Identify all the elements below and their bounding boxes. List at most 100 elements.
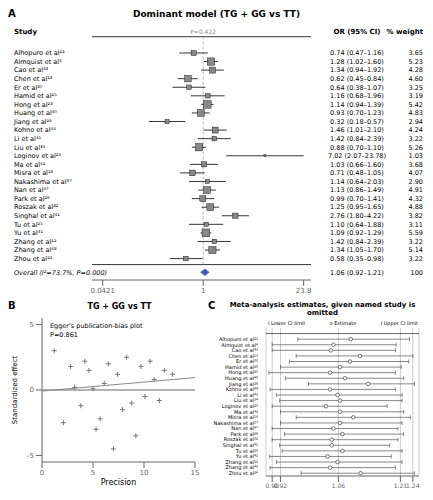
svg-text:5.42: 5.42 — [409, 101, 423, 109]
svg-text:1.16 (0.68–1.96): 1.16 (0.68–1.96) — [330, 92, 384, 100]
svg-text:3.22: 3.22 — [409, 238, 423, 246]
svg-text:4.91: 4.91 — [409, 186, 423, 194]
svg-text:1.25 (0.95–1.65): 1.25 (0.95–1.65) — [330, 203, 384, 211]
svg-text:0.74 (0.47–1.16): 0.74 (0.47–1.16) — [330, 49, 384, 57]
svg-text:Misra et al¹⁸: Misra et al¹⁸ — [14, 169, 54, 177]
svg-text:1: 1 — [201, 287, 205, 295]
svg-text:4.07: 4.07 — [409, 169, 423, 177]
svg-text:1.06 (0.92–1.21): 1.06 (0.92–1.21) — [330, 269, 384, 277]
svg-text:-5: -5 — [27, 452, 34, 460]
svg-text:OR (95% CI): OR (95% CI) — [333, 28, 380, 36]
svg-text:5.26: 5.26 — [409, 144, 423, 152]
svg-text:Ma et al⁴²: Ma et al⁴² — [14, 161, 46, 169]
svg-text:Liu et al³⁴: Liu et al³⁴ — [14, 144, 46, 152]
svg-text:1.09 (0.92–1.29): 1.09 (0.92–1.29) — [330, 229, 384, 237]
svg-text:Study: Study — [14, 28, 37, 36]
svg-text:7.02 (2.07–23.78): 7.02 (2.07–23.78) — [328, 152, 386, 160]
svg-text:1.28 (1.02–1.60): 1.28 (1.02–1.60) — [330, 58, 384, 66]
svg-text:0.58 (0.35–0.98): 0.58 (0.35–0.98) — [330, 255, 384, 263]
svg-text:Zhou et al²⁴: Zhou et al²⁴ — [229, 470, 259, 476]
svg-text:23.8: 23.8 — [296, 287, 312, 295]
svg-text:0.93 (0.70–1.23): 0.93 (0.70–1.23) — [330, 109, 384, 117]
svg-text:Zhang et al⁴⁸: Zhang et al⁴⁸ — [14, 246, 57, 254]
svg-text:100: 100 — [411, 269, 423, 277]
svg-text:1.34 (0.94–1.92): 1.34 (0.94–1.92) — [330, 66, 384, 74]
html-text:Dominant model (TG + GG vs TT): Dominant model (TG + GG vs TT) — [133, 9, 300, 19]
svg-text:Tu et al²⁵: Tu et al²⁵ — [13, 221, 43, 229]
svg-text:1.42 (0.84–2.39): 1.42 (0.84–2.39) — [330, 238, 384, 246]
svg-text:% weight: % weight — [387, 28, 424, 36]
svg-text:Kohno et al⁴⁴: Kohno et al⁴⁴ — [14, 126, 56, 134]
svg-text:0.64 (0.38–1.07): 0.64 (0.38–1.07) — [330, 84, 384, 92]
svg-text:2.94: 2.94 — [409, 118, 423, 126]
svg-text:0.92: 0.92 — [274, 482, 288, 489]
svg-text:5: 5 — [91, 469, 95, 477]
svg-text:Zhou et al²⁴: Zhou et al²⁴ — [14, 255, 53, 263]
svg-text:3.22: 3.22 — [409, 135, 423, 143]
svg-text:Jiang et al²⁶: Jiang et al²⁶ — [13, 118, 52, 126]
svg-text:1.34 (1.05–1.70): 1.34 (1.05–1.70) — [330, 246, 384, 254]
svg-text:3.11: 3.11 — [409, 221, 423, 229]
svg-text:3.65: 3.65 — [409, 49, 423, 57]
svg-text:1.06: 1.06 — [332, 482, 346, 489]
svg-text:Yu et al⁴¹: Yu et al⁴¹ — [13, 229, 43, 237]
svg-text:1.03: 1.03 — [409, 152, 423, 160]
svg-text:Li et al⁴⁵: Li et al⁴⁵ — [14, 135, 42, 143]
svg-text:Hong et al²³: Hong et al²³ — [14, 101, 53, 109]
svg-text:Huang et al⁴⁰: Huang et al⁴⁰ — [14, 109, 57, 117]
svg-text:Overall (I²=73.7%, P=0.000): Overall (I²=73.7%, P=0.000) — [14, 269, 107, 277]
svg-text:0.0421: 0.0421 — [90, 287, 115, 295]
svg-text:1.42 (0.84–2.39): 1.42 (0.84–2.39) — [330, 135, 384, 143]
svg-text:Standardized effect: Standardized effect — [11, 356, 19, 425]
svg-text:4.32: 4.32 — [409, 195, 423, 203]
svg-text:Zhang et al¹²: Zhang et al¹² — [14, 238, 57, 246]
svg-text:5: 5 — [30, 321, 34, 329]
svg-text:3.82: 3.82 — [409, 212, 423, 220]
svg-text:3.25: 3.25 — [409, 84, 423, 92]
svg-text:Roszak et al³²: Roszak et al³² — [14, 203, 59, 211]
svg-text:Precision: Precision — [101, 478, 137, 487]
svg-text:3.19: 3.19 — [409, 92, 423, 100]
svg-text:4.88: 4.88 — [409, 203, 423, 211]
svg-text:0.32 (0.18–0.57): 0.32 (0.18–0.57) — [330, 118, 384, 126]
svg-text:2.76 (1.80–4.22): 2.76 (1.80–4.22) — [330, 212, 384, 220]
svg-text:5.59: 5.59 — [409, 229, 423, 237]
svg-text:Er et al³⁰: Er et al³⁰ — [14, 84, 43, 92]
svg-text:Cao et al⁴³: Cao et al⁴³ — [14, 66, 49, 74]
svg-text:4.60: 4.60 — [409, 75, 423, 83]
svg-text:0.99 (0.70–1.41): 0.99 (0.70–1.41) — [330, 195, 384, 203]
svg-text:4.83: 4.83 — [409, 109, 423, 117]
svg-text:1.10 (0.64–1.88): 1.10 (0.64–1.88) — [330, 221, 384, 229]
svg-text:5.14: 5.14 — [409, 246, 423, 254]
svg-text:2.90: 2.90 — [409, 178, 423, 186]
svg-text:0.62 (0.45–0.84): 0.62 (0.45–0.84) — [330, 75, 384, 83]
svg-text:5.23: 5.23 — [409, 58, 423, 66]
html-text:Meta-analysis estimates, given: Meta-analysis estimates, given named stu… — [229, 301, 416, 317]
svg-text:10: 10 — [140, 469, 149, 477]
svg-text:1.24: 1.24 — [406, 482, 420, 489]
svg-text:Almquist et al⁴: Almquist et al⁴ — [14, 58, 62, 66]
svg-text:Nan et al⁴⁷: Nan et al⁴⁷ — [14, 186, 49, 194]
svg-text:1.13 (0.86–1.49): 1.13 (0.86–1.49) — [330, 186, 384, 194]
svg-text:0: 0 — [30, 386, 34, 394]
svg-text:1.14 (0.64–2.03): 1.14 (0.64–2.03) — [330, 178, 384, 186]
svg-text:1.46 (1.01–2.10): 1.46 (1.01–2.10) — [330, 126, 384, 134]
svg-text:0.88 (0.70–1.10): 0.88 (0.70–1.10) — [330, 144, 384, 152]
svg-text:0.71 (0.48–1.05): 0.71 (0.48–1.05) — [330, 169, 384, 177]
svg-text:1.03 (0.66–1.60): 1.03 (0.66–1.60) — [330, 161, 384, 169]
svg-text:Park et al²⁶: Park et al²⁶ — [14, 195, 50, 203]
svg-text:Loginov et al²⁵: Loginov et al²⁵ — [14, 152, 61, 160]
svg-text:0: 0 — [40, 469, 44, 477]
svg-text:Nakashima et al³⁷: Nakashima et al³⁷ — [14, 178, 72, 186]
svg-text:15: 15 — [191, 469, 200, 477]
svg-text:Singhal et al⁴¹: Singhal et al⁴¹ — [14, 212, 60, 220]
svg-text:4.24: 4.24 — [409, 126, 423, 134]
svg-text:3.22: 3.22 — [409, 255, 423, 263]
svg-text:Alhopuro et al²¹: Alhopuro et al²¹ — [14, 49, 65, 57]
svg-text:4.28: 4.28 — [409, 66, 423, 74]
svg-text:Chen et al¹³: Chen et al¹³ — [14, 75, 53, 83]
svg-text:P=0.422: P=0.422 — [190, 28, 216, 35]
svg-text:3.68: 3.68 — [409, 161, 423, 169]
svg-text:1.14 (0.94–1.39): 1.14 (0.94–1.39) — [330, 101, 384, 109]
svg-text:Hamid et al²⁵: Hamid et al²⁵ — [14, 92, 57, 100]
